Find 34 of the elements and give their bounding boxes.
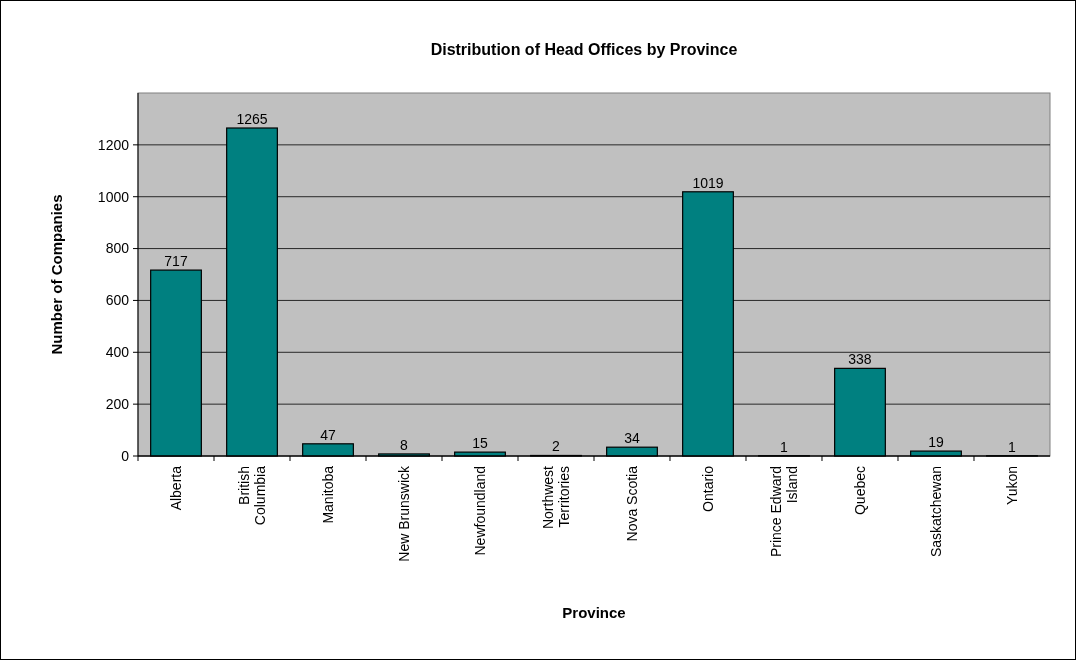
- data-label: 717: [164, 253, 188, 270]
- x-tick-label: Newfoundland: [472, 466, 488, 556]
- x-tick-label: Alberta: [168, 465, 185, 511]
- x-tick-label: Yukon: [1003, 466, 1020, 505]
- x-tick-label: British Columbia: [236, 465, 269, 526]
- data-label: 338: [848, 351, 872, 368]
- x-tick-label: Prince Edward Island: [767, 466, 800, 558]
- y-tick-label: 1200: [97, 136, 130, 153]
- y-tick-label: 200: [105, 396, 130, 413]
- y-tick-label: 0: [121, 447, 130, 464]
- data-label: 1019: [692, 174, 724, 191]
- y-tick-label: 400: [105, 344, 130, 361]
- x-tick-label: Quebec: [851, 466, 868, 516]
- data-label: 34: [624, 430, 640, 447]
- x-tick-label: Manitoba: [320, 465, 337, 524]
- data-label: 2: [552, 438, 561, 455]
- x-tick-label: Saskatchewan: [927, 466, 944, 558]
- x-axis-title: Province: [562, 604, 626, 621]
- chart-title: Distribution of Head Offices by Province: [430, 41, 738, 58]
- x-tick-label: Ontario: [700, 465, 716, 512]
- data-label: 15: [472, 435, 488, 452]
- data-label: 1265: [236, 111, 268, 127]
- y-axis-title: Number of Companies: [48, 194, 65, 355]
- x-tick-label: Northwest Territories: [540, 465, 572, 530]
- data-label: 19: [928, 434, 944, 451]
- y-tick-label: 1000: [97, 188, 130, 205]
- x-tick-label: New Brunswick: [396, 465, 413, 562]
- y-tick-label: 800: [105, 240, 130, 257]
- y-tick-label: 600: [105, 292, 130, 309]
- data-label: 47: [320, 426, 337, 443]
- data-label: 1: [1008, 438, 1017, 455]
- x-tick-label: Nova Scotia: [624, 465, 640, 542]
- data-label: 1: [780, 438, 789, 455]
- data-label: 8: [400, 436, 409, 453]
